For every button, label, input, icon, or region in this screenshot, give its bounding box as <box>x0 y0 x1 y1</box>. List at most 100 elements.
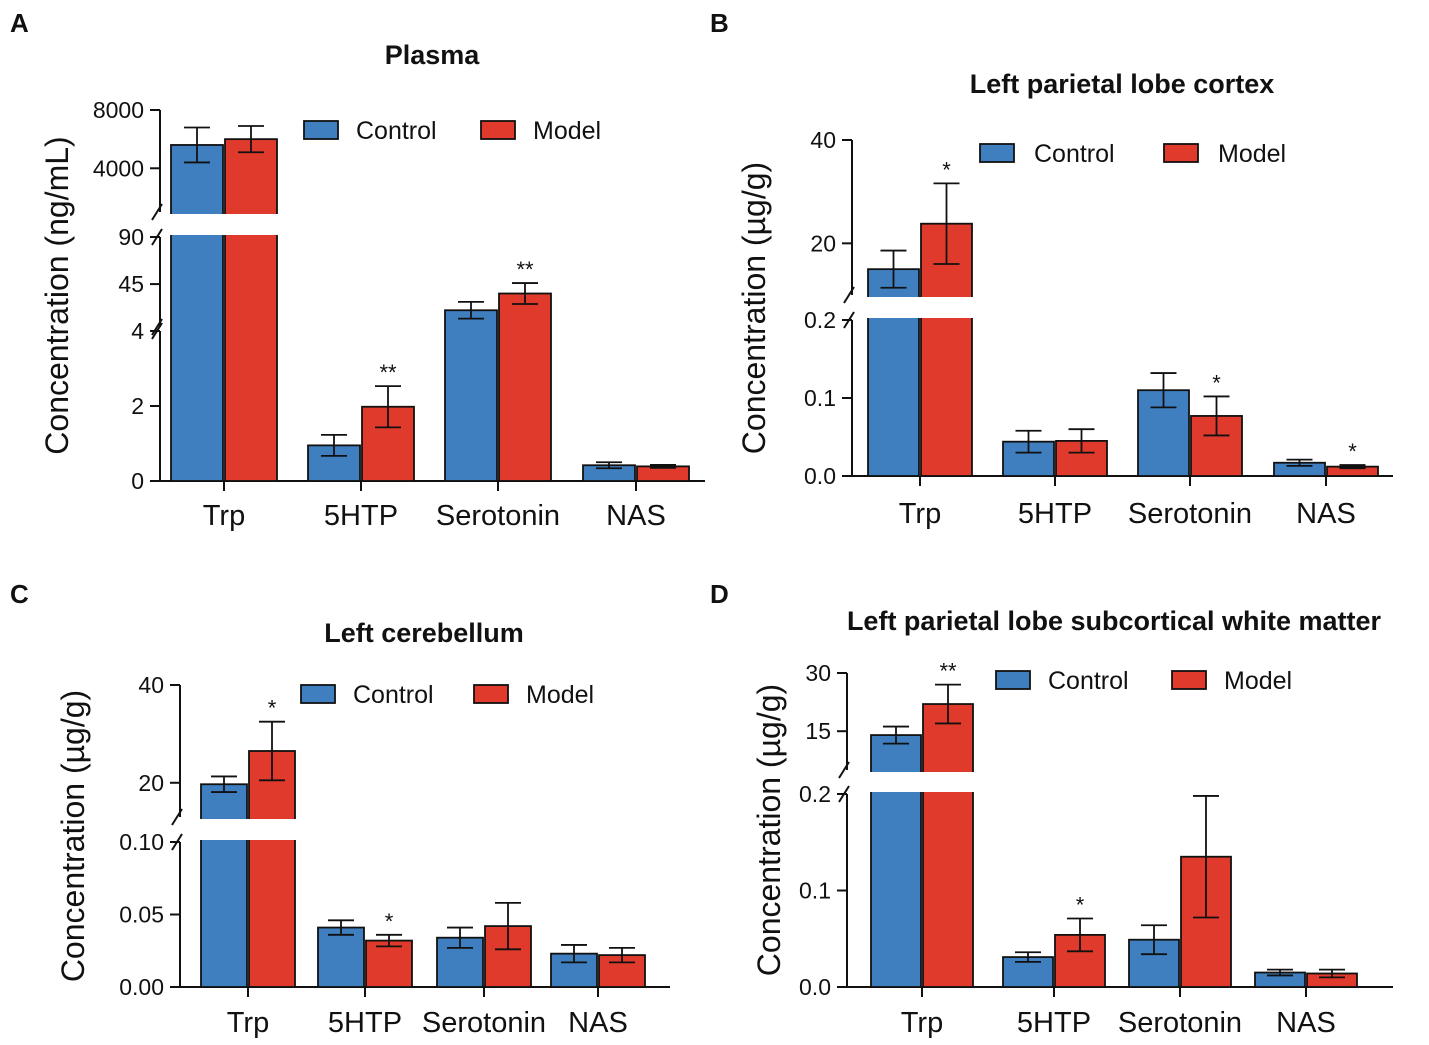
bar-control-trp <box>200 783 248 988</box>
x-tick-label: Trp <box>227 1007 269 1039</box>
x-tick-label: Serotonin <box>422 1007 546 1039</box>
y-axis-label: Concentration (µg/g) <box>55 690 91 982</box>
axis-break-gap <box>855 297 1393 318</box>
x-tick-label: 5HTP <box>328 1007 402 1039</box>
y-tick-label: 30 <box>805 660 831 686</box>
y-tick-label: 40 <box>138 672 164 698</box>
y-tick-label: 20 <box>810 230 836 256</box>
legend-swatch-control <box>979 143 1015 163</box>
legend: Control Model <box>303 117 601 145</box>
x-tick-label: Trp <box>899 498 941 530</box>
bar-model-trp <box>920 222 973 477</box>
legend: Control Model <box>300 681 594 709</box>
y-tick-label: 15 <box>805 718 831 744</box>
significance-marker: * <box>1212 370 1221 395</box>
bar-model-trp <box>248 750 296 988</box>
y-axis-label: Concentration (µg/g) <box>736 162 772 454</box>
x-tick-label: Serotonin <box>1128 498 1252 530</box>
legend-swatch-model <box>480 120 516 140</box>
y-tick-label: 8000 <box>93 97 144 123</box>
x-tick-label: Serotonin <box>1118 1007 1242 1039</box>
chart-panel-d: D Left parietal lobe subcortical white ma… <box>710 579 1393 1039</box>
y-tick-label: 0.0 <box>804 463 836 489</box>
chart-title: Plasma <box>385 40 481 70</box>
y-tick-label: 0.2 <box>799 781 831 807</box>
axis-break-gap <box>850 772 1393 792</box>
panel-letter: C <box>10 579 29 609</box>
axis-break-mark <box>151 318 163 336</box>
legend-swatch-control <box>300 684 336 704</box>
axis-break-mark <box>838 761 850 779</box>
x-tick-label: 5HTP <box>324 500 398 532</box>
axis-break-mark <box>171 808 183 826</box>
significance-marker: * <box>1076 892 1085 917</box>
bar-model-serotonin <box>498 292 552 482</box>
panel-letter: A <box>10 8 29 38</box>
legend-label-model: Model <box>533 117 601 145</box>
y-tick-label: 0.10 <box>119 829 164 855</box>
legend-swatch-control <box>995 670 1031 690</box>
x-tick-label: NAS <box>606 500 666 532</box>
y-axis-label: Concentration (µg/g) <box>751 684 787 976</box>
axis-break-mark <box>151 322 163 340</box>
y-tick-label: 90 <box>118 224 144 250</box>
chart-title: Left cerebellum <box>324 618 524 648</box>
legend-label-control: Control <box>1048 667 1129 695</box>
significance-marker: ** <box>379 360 397 385</box>
legend-swatch-model <box>1171 670 1207 690</box>
bar-model-trp <box>922 703 974 988</box>
bar-control-serotonin <box>444 309 498 482</box>
x-tick-label: Trp <box>901 1007 943 1039</box>
y-axis-label: Concentration (ng/mL) <box>39 136 75 454</box>
chart-title: Left parietal lobe cortex <box>970 69 1275 99</box>
y-tick-label: 4 <box>131 318 144 344</box>
chart-title: Left parietal lobe subcortical white mat… <box>847 606 1382 636</box>
axis-break-mark <box>151 203 163 221</box>
legend-swatch-model <box>1163 143 1199 163</box>
y-tick-label: 0.05 <box>119 902 164 928</box>
bar-model-5htp <box>365 939 413 988</box>
axis-break-mark <box>843 286 855 304</box>
legend: Control Model <box>979 140 1286 168</box>
axis-break-gap <box>163 214 705 235</box>
y-tick-label: 0.2 <box>804 307 836 333</box>
y-tick-label: 0.1 <box>799 878 831 904</box>
axis-break-mark <box>843 311 855 329</box>
y-tick-label: 0.0 <box>799 974 831 1000</box>
y-tick-label: 0 <box>131 468 144 494</box>
x-tick-label: Trp <box>203 500 245 532</box>
significance-marker: * <box>268 696 277 721</box>
legend-label-control: Control <box>1034 140 1115 168</box>
legend-label-model: Model <box>526 681 594 709</box>
x-tick-label: NAS <box>568 1007 628 1039</box>
chart-panel-a: A Plasma Concentration (ng/mL) 0 2 4 45 90 4000 8… <box>10 8 705 532</box>
x-tick-label: 5HTP <box>1018 498 1092 530</box>
axis-break-mark <box>151 228 163 246</box>
y-tick-label: 0.00 <box>119 974 164 1000</box>
axis-break-mark <box>838 785 850 803</box>
legend-swatch-model <box>473 684 509 704</box>
x-tick-label: NAS <box>1296 498 1356 530</box>
axis-break-gap <box>183 819 670 840</box>
x-tick-label: Serotonin <box>436 500 560 532</box>
panel-letter: D <box>710 579 729 609</box>
significance-marker: ** <box>516 257 534 282</box>
x-tick-label: NAS <box>1276 1007 1336 1039</box>
significance-marker: ** <box>939 659 957 684</box>
y-tick-label: 0.1 <box>804 385 836 411</box>
legend-label-control: Control <box>356 117 437 145</box>
bar-control-trp <box>170 144 224 482</box>
y-tick-label: 2 <box>131 393 144 419</box>
y-tick-label: 20 <box>138 770 164 796</box>
significance-marker: * <box>942 157 951 182</box>
legend-label-model: Model <box>1218 140 1286 168</box>
chart-panel-b: B Left parietal lobe cortex Concentration … <box>710 8 1393 530</box>
axis-break-mark <box>171 833 183 851</box>
chart-panel-c: C Left cerebellum Concentration (µg/g) 0.00… <box>10 579 670 1039</box>
y-tick-label: 4000 <box>93 155 144 181</box>
legend: Control Model <box>995 667 1292 695</box>
legend-swatch-control <box>303 120 339 140</box>
x-tick-label: 5HTP <box>1017 1007 1091 1039</box>
legend-label-control: Control <box>353 681 434 709</box>
